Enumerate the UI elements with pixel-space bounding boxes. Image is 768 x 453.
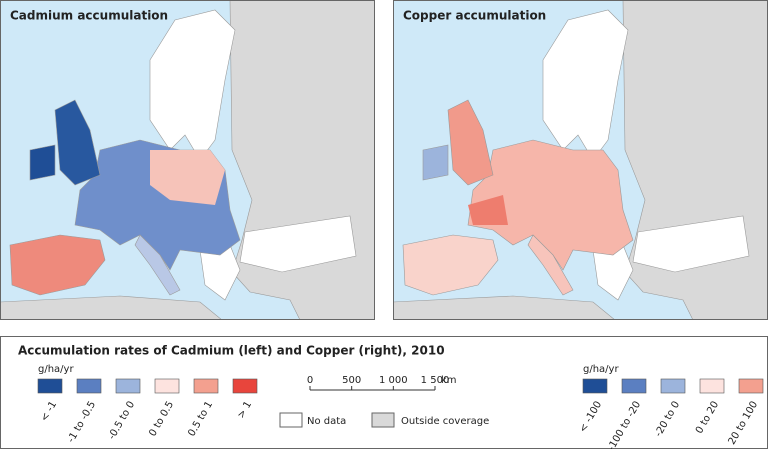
- no-data-label: No data: [307, 416, 346, 427]
- scale-label: 500: [342, 375, 361, 386]
- legend-title: Accumulation rates of Cadmium (left) and…: [18, 344, 445, 358]
- scale-label: 0: [307, 375, 313, 386]
- legend-swatch: [622, 379, 646, 393]
- copper-map: Copper accumulation: [393, 0, 768, 320]
- map-title: Copper accumulation: [403, 9, 546, 23]
- legend-swatch: [739, 379, 763, 393]
- legend: Accumulation rates of Cadmium (left) and…: [1, 337, 768, 450]
- no-data-swatch: [280, 413, 302, 427]
- cadmium-map: Cadmium accumulation: [0, 0, 375, 320]
- legend-unit: g/ha/yr: [38, 364, 74, 375]
- legend-swatch: [38, 379, 62, 393]
- outside-swatch: [372, 413, 394, 427]
- legend-swatch: [194, 379, 218, 393]
- legend-unit: g/ha/yr: [583, 364, 619, 375]
- legend-swatch: [116, 379, 140, 393]
- legend-swatch: [233, 379, 257, 393]
- map-title: Cadmium accumulation: [10, 9, 168, 23]
- scale-label: 1 000: [379, 375, 408, 386]
- legend-swatch: [661, 379, 685, 393]
- scale-unit: km: [441, 375, 457, 386]
- legend-swatch: [155, 379, 179, 393]
- legend-swatch: [583, 379, 607, 393]
- outside-label: Outside coverage: [401, 416, 489, 427]
- legend-swatch: [77, 379, 101, 393]
- legend-swatch: [700, 379, 724, 393]
- land-region: [30, 145, 55, 180]
- land-region: [423, 145, 448, 180]
